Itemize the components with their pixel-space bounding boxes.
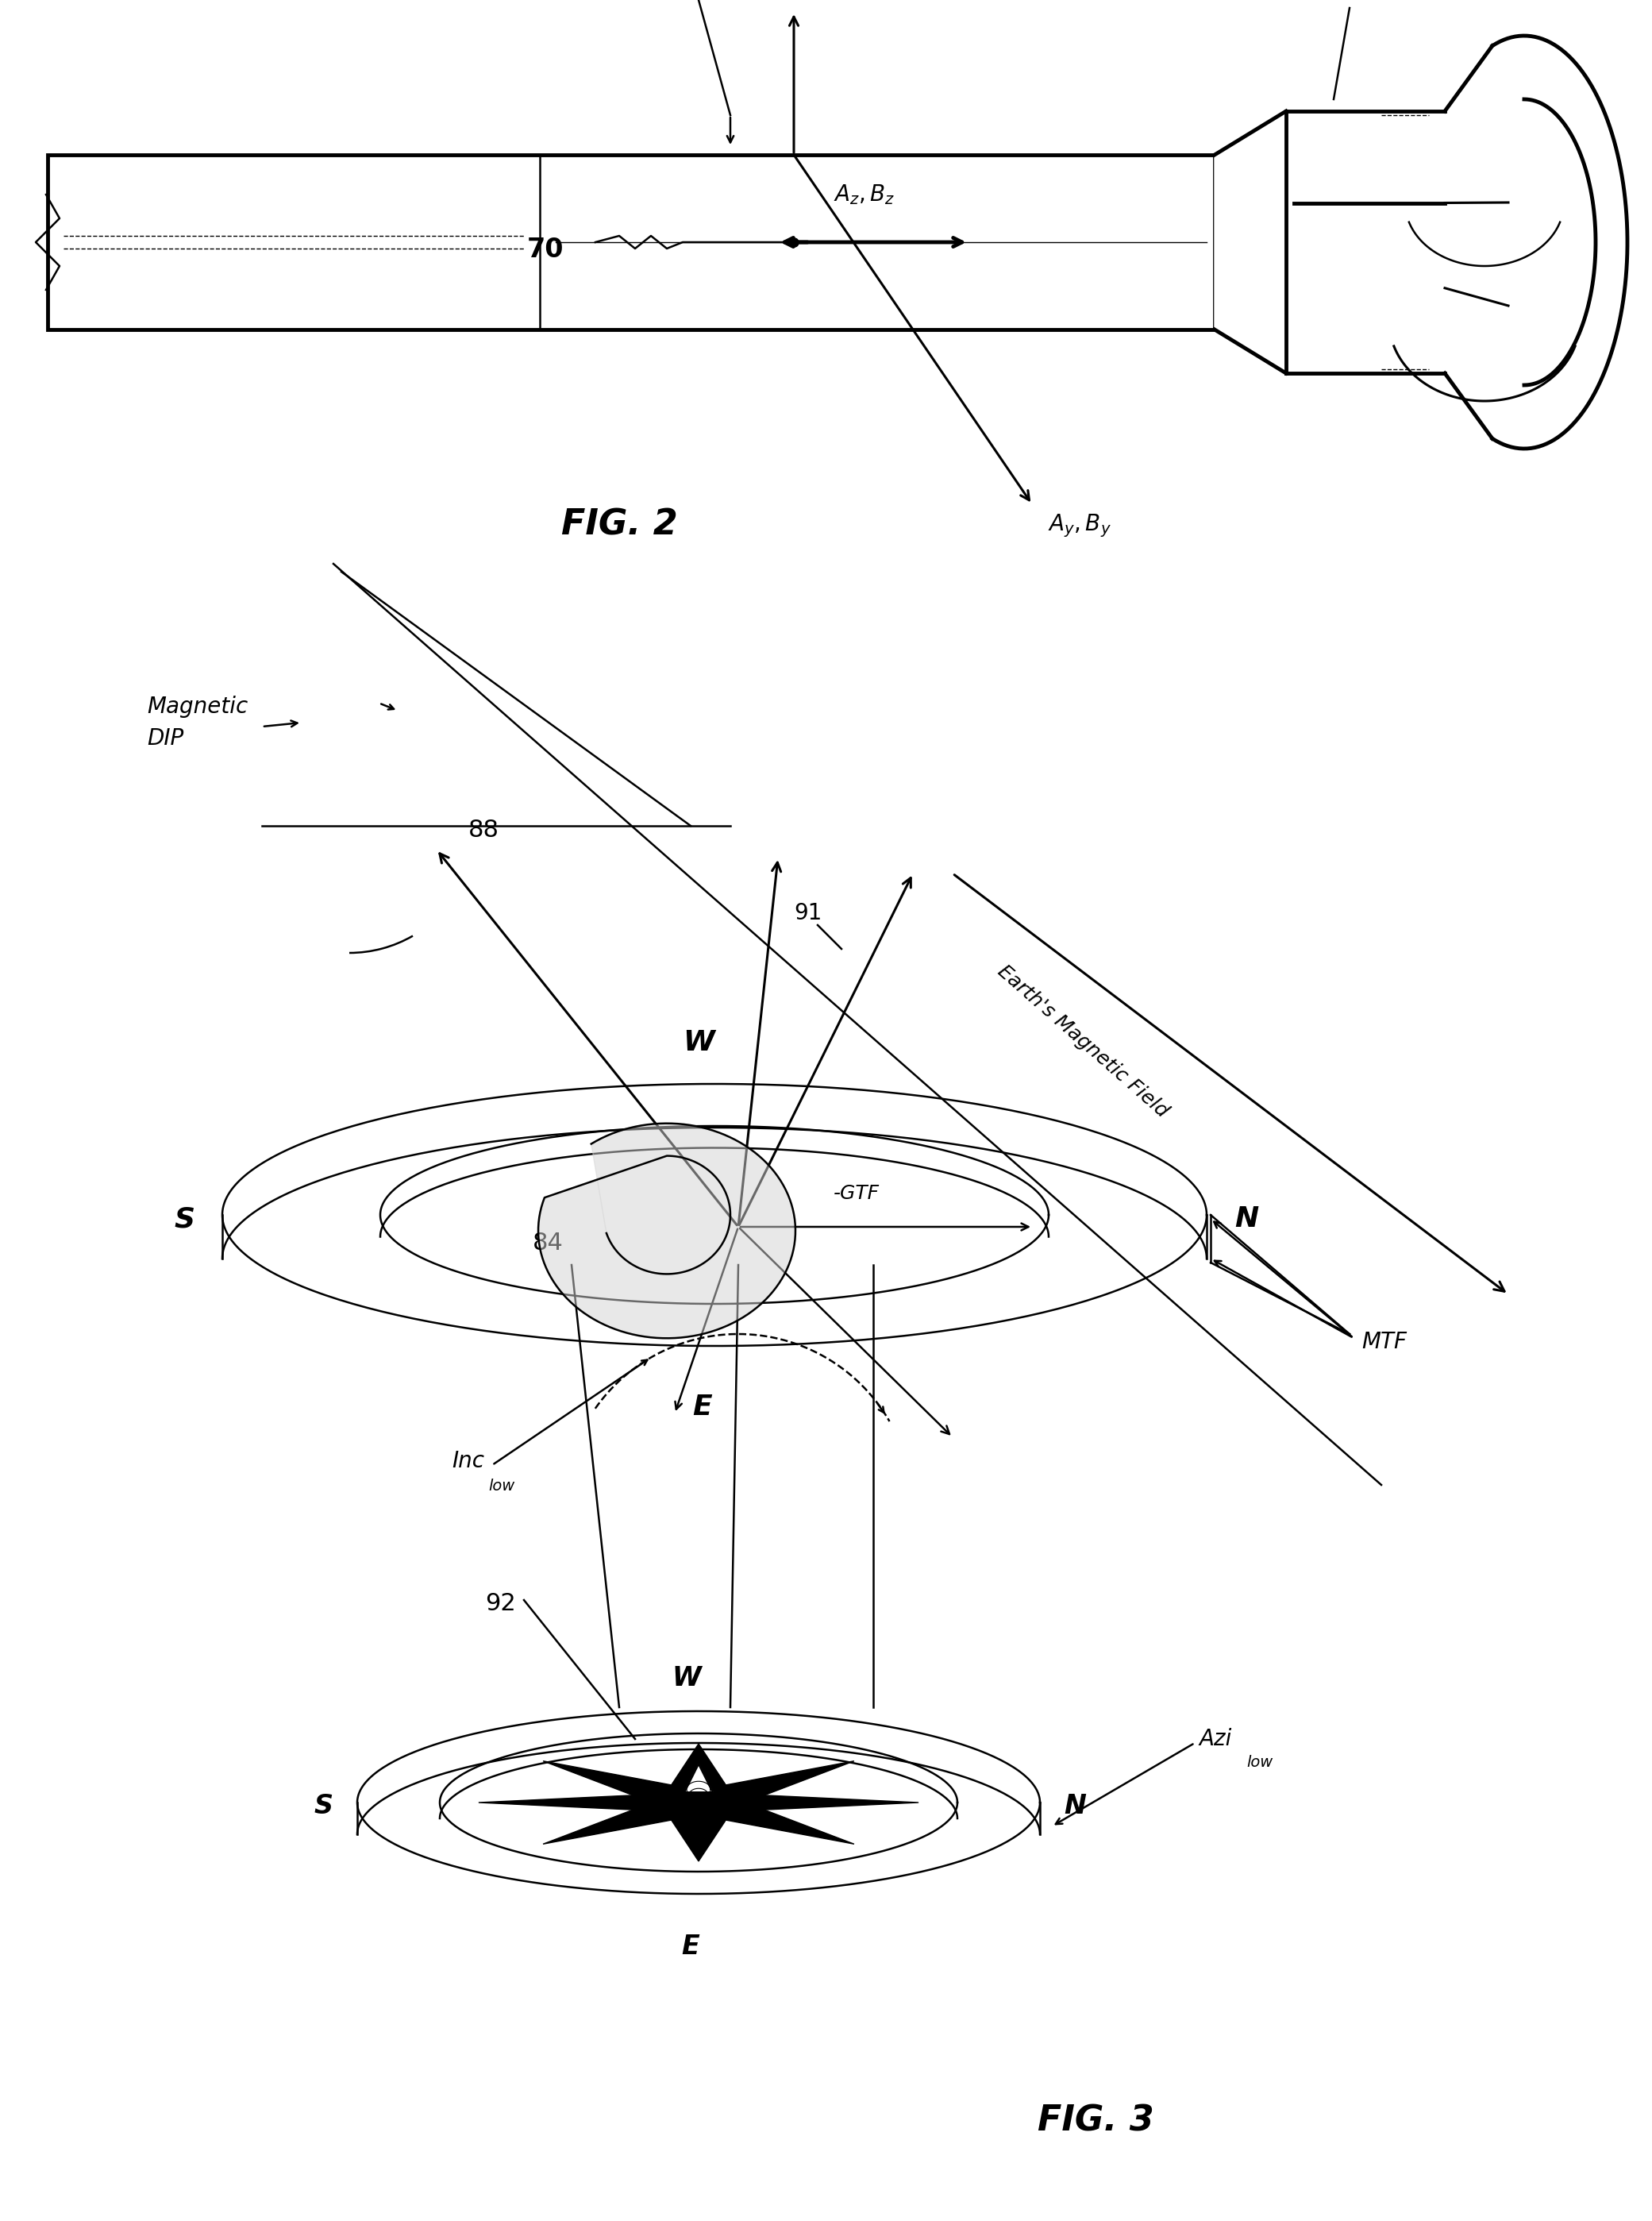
Text: 88: 88 (469, 820, 499, 842)
Text: $A_y,B_y$: $A_y,B_y$ (1047, 513, 1112, 540)
Text: FIG. 2: FIG. 2 (562, 509, 677, 542)
Text: N: N (1234, 1206, 1259, 1233)
Text: Earth's Magnetic Field: Earth's Magnetic Field (995, 962, 1171, 1122)
Text: MTF: MTF (1361, 1330, 1408, 1353)
Polygon shape (544, 1795, 725, 1843)
Bar (48, 155, 1214, 329)
Text: E: E (692, 1393, 712, 1421)
Text: $A_z,B_z$: $A_z,B_z$ (834, 182, 895, 207)
Text: low: low (489, 1479, 515, 1495)
Text: 92: 92 (486, 1592, 515, 1615)
Polygon shape (1285, 111, 1446, 373)
Text: Inc: Inc (451, 1450, 484, 1473)
Polygon shape (684, 1763, 714, 1792)
Polygon shape (659, 1743, 737, 1803)
Text: E: E (682, 1934, 700, 1959)
Text: W: W (672, 1666, 702, 1692)
Polygon shape (671, 1761, 854, 1810)
Text: low: low (1246, 1755, 1272, 1770)
Text: W: W (682, 1028, 714, 1057)
Polygon shape (1214, 111, 1285, 373)
Text: DIP: DIP (147, 726, 183, 751)
Text: 91: 91 (795, 902, 823, 924)
Text: 70: 70 (527, 238, 563, 264)
Polygon shape (539, 1124, 795, 1339)
Text: -GTF: -GTF (834, 1184, 879, 1204)
Text: S: S (314, 1792, 334, 1819)
Polygon shape (699, 1792, 919, 1812)
Text: FIG. 3: FIG. 3 (1037, 2103, 1153, 2139)
Polygon shape (659, 1803, 737, 1861)
Text: S: S (173, 1206, 195, 1233)
Text: N: N (1064, 1792, 1085, 1819)
Text: 84: 84 (534, 1230, 563, 1255)
Text: Azi: Azi (1199, 1728, 1231, 1750)
Polygon shape (479, 1792, 699, 1812)
Text: Magnetic: Magnetic (147, 695, 248, 717)
Polygon shape (671, 1795, 854, 1843)
Polygon shape (544, 1761, 725, 1810)
